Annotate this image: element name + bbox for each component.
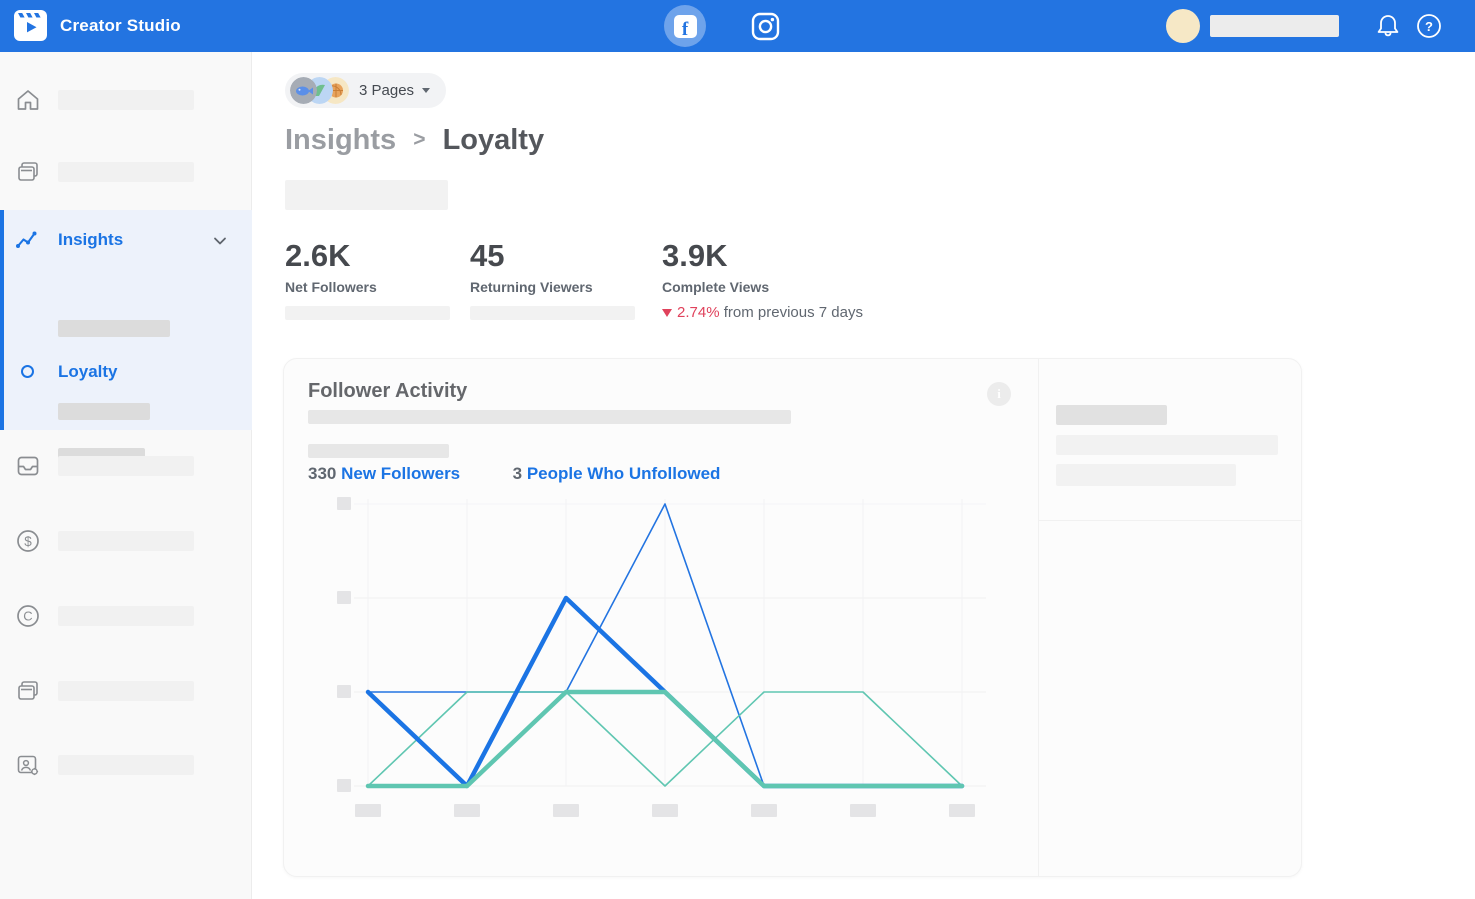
sidebar: Insights Loyalty $ xyxy=(0,52,252,899)
stat-label: Returning Viewers xyxy=(470,279,593,295)
sidebar-item-monetization[interactable]: $ xyxy=(0,519,252,563)
notifications-bell-icon[interactable] xyxy=(1375,13,1401,39)
stat-returning-viewers[interactable]: 45 Returning Viewers xyxy=(470,238,650,393)
card-text-placeholder xyxy=(308,444,449,458)
caret-down-icon xyxy=(422,88,431,93)
dollar-circle-icon: $ xyxy=(17,530,39,552)
follower-activity-card: Follower Activity i 330 New Followers 3 … xyxy=(283,358,1302,877)
creator-studio-logo-icon[interactable] xyxy=(14,10,47,41)
stat-placeholder xyxy=(285,306,450,320)
sidebar-item-sound-collection[interactable] xyxy=(0,669,252,713)
stat-complete-views[interactable]: 3.9K Complete Views 2.74% from previous … xyxy=(654,238,863,393)
sidebar-item-insights[interactable]: Insights xyxy=(0,218,252,262)
sidebar-item-placeholder xyxy=(58,162,194,182)
inbox-icon xyxy=(17,456,39,476)
main-content: 3 Pages Insights > Loyalty 2.6K Net Foll… xyxy=(252,52,1475,899)
sidebar-item-loyalty[interactable]: Loyalty xyxy=(0,355,252,391)
app-title: Creator Studio xyxy=(60,16,181,35)
sidebar-item-inbox[interactable] xyxy=(0,444,252,488)
stat-label: Net Followers xyxy=(285,279,377,295)
stat-value: 3.9K xyxy=(662,238,728,273)
new-followers-link[interactable]: New Followers xyxy=(341,464,461,483)
breadcrumb: Insights > Loyalty xyxy=(285,124,544,157)
insights-icon xyxy=(16,231,37,248)
arrow-down-icon xyxy=(662,309,672,317)
new-followers-count: 330 xyxy=(308,464,337,483)
page-avatars xyxy=(290,77,350,104)
facebook-tab[interactable]: f xyxy=(664,5,706,47)
card-title: Follower Activity xyxy=(308,380,468,402)
delta-percent: 2.74% xyxy=(677,304,720,321)
svg-text:C: C xyxy=(23,609,32,624)
sidebar-item-placeholder xyxy=(58,531,194,551)
card-subtitle-placeholder xyxy=(308,410,791,424)
chart-legend: 330 New Followers 3 People Who Unfollowe… xyxy=(308,464,720,484)
side-panel-text-placeholder xyxy=(1056,464,1236,486)
sidebar-item-creative-tools[interactable] xyxy=(0,743,252,787)
top-bar: Creator Studio f ? xyxy=(0,0,1475,52)
sidebar-insights-section: Insights Loyalty xyxy=(0,210,252,465)
instagram-tab[interactable] xyxy=(751,12,780,41)
unfollowed-count: 3 xyxy=(512,464,523,483)
breadcrumb-parent[interactable]: Insights xyxy=(285,124,397,156)
svg-text:?: ? xyxy=(1425,19,1433,34)
delta-suffix: from previous 7 days xyxy=(723,304,863,321)
facebook-icon: f xyxy=(673,14,697,38)
page-avatar-fish xyxy=(290,77,317,104)
sidebar-subitem-placeholder[interactable] xyxy=(58,403,150,420)
stacked-cards-icon xyxy=(18,681,38,700)
card-divider xyxy=(1038,359,1039,876)
sidebar-item-placeholder xyxy=(58,456,194,476)
help-icon[interactable]: ? xyxy=(1416,13,1442,39)
page-switcher-label: 3 Pages xyxy=(359,82,415,99)
home-icon xyxy=(17,90,39,110)
card-divider xyxy=(1038,520,1301,521)
breadcrumb-separator: > xyxy=(413,128,426,151)
sidebar-item-placeholder xyxy=(58,681,194,701)
page-switcher[interactable]: 3 Pages xyxy=(285,73,447,108)
stat-placeholder xyxy=(470,306,635,320)
stat-value: 45 xyxy=(470,238,505,273)
person-settings-icon xyxy=(17,755,39,776)
user-avatar[interactable] xyxy=(1166,9,1200,43)
stat-delta: 2.74% from previous 7 days xyxy=(662,304,863,321)
bullet-ring-icon xyxy=(21,365,34,378)
user-name-placeholder[interactable] xyxy=(1210,15,1339,37)
sidebar-subitem-placeholder[interactable] xyxy=(58,320,170,337)
sidebar-item-placeholder xyxy=(58,90,194,110)
follower-activity-chart xyxy=(337,491,1001,827)
date-range-placeholder xyxy=(285,180,448,210)
unfollowed-link[interactable]: People Who Unfollowed xyxy=(526,464,721,483)
stat-label: Complete Views xyxy=(662,279,770,295)
copyright-icon: C xyxy=(17,605,39,627)
info-icon[interactable]: i xyxy=(987,382,1011,406)
sidebar-item-rights-manager[interactable]: C xyxy=(0,594,252,638)
chevron-down-icon[interactable] xyxy=(210,231,230,251)
stat-net-followers[interactable]: 2.6K Net Followers xyxy=(285,238,465,393)
svg-text:$: $ xyxy=(24,534,32,549)
sidebar-item-home[interactable] xyxy=(0,78,252,122)
side-panel-title-placeholder xyxy=(1056,405,1167,425)
content-library-icon xyxy=(18,162,38,181)
sidebar-item-label: Insights xyxy=(58,230,124,249)
sidebar-item-content-library[interactable] xyxy=(0,150,252,194)
side-panel-text-placeholder xyxy=(1056,435,1278,455)
line-chart xyxy=(337,497,986,817)
sidebar-item-placeholder xyxy=(58,606,194,626)
sidebar-item-placeholder xyxy=(58,755,194,775)
stat-value: 2.6K xyxy=(285,238,351,273)
page-title: Loyalty xyxy=(442,124,545,156)
sidebar-item-label: Loyalty xyxy=(58,362,118,381)
